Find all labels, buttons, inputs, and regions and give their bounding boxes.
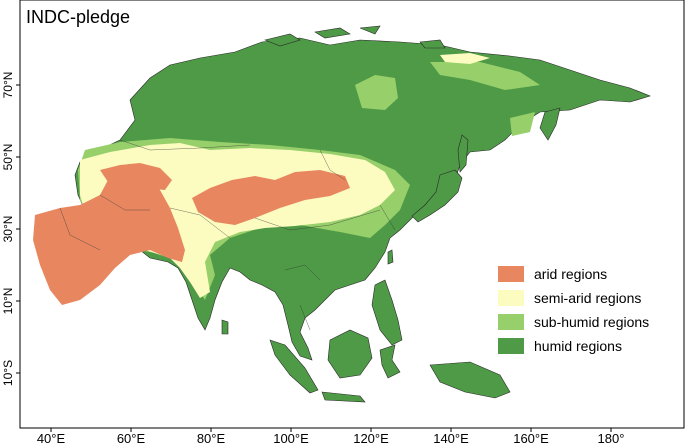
humid-new-guinea (429, 361, 511, 399)
map-title: INDC-pledge (26, 7, 130, 27)
humid-taiwan (387, 249, 394, 265)
legend-swatch-sub-humid (498, 314, 524, 330)
humid-sakhalin (457, 134, 469, 173)
lat-tick-label: 70°N (1, 72, 15, 99)
arid-taklamakan-gobi (192, 170, 350, 225)
country-borders (59, 139, 396, 331)
lat-tick-label: 50°N (1, 144, 15, 171)
sub-humid-chukotka (430, 62, 540, 90)
humid-borneo (327, 329, 373, 379)
lon-tick-label: 140°E (433, 431, 469, 446)
legend-swatch-arid (498, 266, 524, 282)
arid-region-layer (33, 163, 350, 305)
arid-arabia-iran (33, 172, 185, 305)
map-legend: arid regions semi-arid regions sub-humid r… (498, 266, 649, 354)
humid-sulawesi (379, 344, 401, 379)
humid-japan (411, 169, 463, 223)
lon-tick-label: 180° (598, 431, 625, 446)
humid-sri-lanka (221, 319, 229, 335)
lat-tick-label: 10°N (1, 288, 15, 315)
legend-label-humid: humid regions (534, 338, 622, 354)
semi-arid-arctic-coast (440, 53, 490, 64)
lon-tick-label: 80°E (197, 431, 226, 446)
lon-tick-label: 100°E (273, 431, 309, 446)
humid-arctic-islands (264, 25, 446, 49)
sub-humid-siberia-north (355, 75, 398, 110)
humid-java (321, 391, 366, 403)
humid-sumatra (269, 339, 319, 394)
lon-tick-label: 160°E (513, 431, 549, 446)
longitude-ticks: 40°E 60°E 80°E 100°E 120°E 140°E 160°E 180° (37, 428, 625, 446)
legend-label-sub-humid: sub-humid regions (534, 314, 649, 330)
legend-swatch-humid (498, 338, 524, 354)
sub-humid-kolyma (510, 112, 535, 136)
border-lines (59, 139, 396, 331)
lon-tick-label: 60°E (117, 431, 146, 446)
legend-label-semi-arid: semi-arid regions (534, 290, 641, 306)
latitude-ticks: 70°N 50°N 30°N 10°N 10°S (1, 72, 20, 386)
lon-tick-label: 120°E (353, 431, 389, 446)
lon-tick-label: 40°E (37, 431, 66, 446)
humid-kamchatka (539, 107, 561, 141)
legend-label-arid: arid regions (534, 266, 607, 282)
lat-tick-label: 10°S (1, 360, 15, 386)
humid-philippines (371, 279, 403, 346)
arid-caspian-turan (100, 163, 172, 190)
lat-tick-label: 30°N (1, 216, 15, 243)
legend-swatch-semi-arid (498, 290, 524, 306)
